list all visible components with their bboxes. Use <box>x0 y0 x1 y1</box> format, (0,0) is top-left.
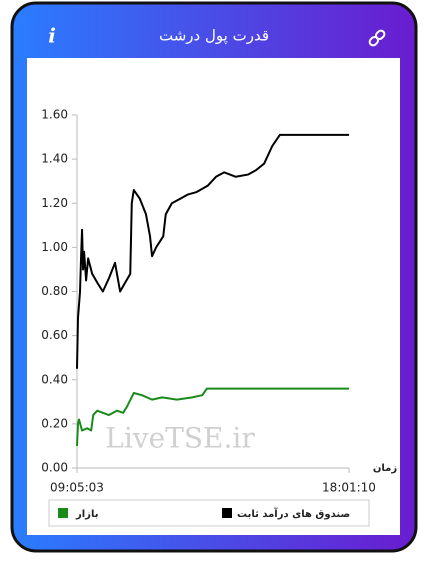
x-tick-label: 09:05:03 <box>50 481 104 495</box>
legend-swatch <box>222 508 232 518</box>
plot: LiveTSE.ir 0.00 0.20 0.40 0.60 0.80 1.00 1.20 1.… <box>41 108 397 521</box>
info-button[interactable]: i <box>48 24 56 48</box>
legend-box <box>48 499 370 527</box>
y-tick-label: 1.00 <box>41 240 68 254</box>
legend-swatch <box>58 508 68 518</box>
y-tick-label: 0.60 <box>41 328 68 342</box>
y-tick-label: 0.40 <box>41 372 68 386</box>
link-button[interactable] <box>368 29 386 47</box>
y-tick-label: 0.80 <box>41 284 68 298</box>
y-tick-label: 0.20 <box>41 416 68 430</box>
y-tick-label: 1.60 <box>41 108 68 122</box>
y-tick-label: 1.40 <box>41 152 68 166</box>
y-tick-label: 1.20 <box>41 196 68 210</box>
series-line <box>76 133 349 369</box>
chart-panel <box>27 58 400 535</box>
y-tick-label: 0.00 <box>41 461 68 475</box>
x-tick-label: 18:01:10 <box>322 481 376 495</box>
x-axis-label: زمان <box>373 463 397 474</box>
chart-title: قدرت پول درشت <box>159 27 269 46</box>
watermark: LiveTSE.ir <box>105 422 255 455</box>
legend-label: صندوق های درآمد ثابت <box>237 507 350 520</box>
legend-label: بازار <box>75 509 98 520</box>
series-line <box>76 387 349 446</box>
